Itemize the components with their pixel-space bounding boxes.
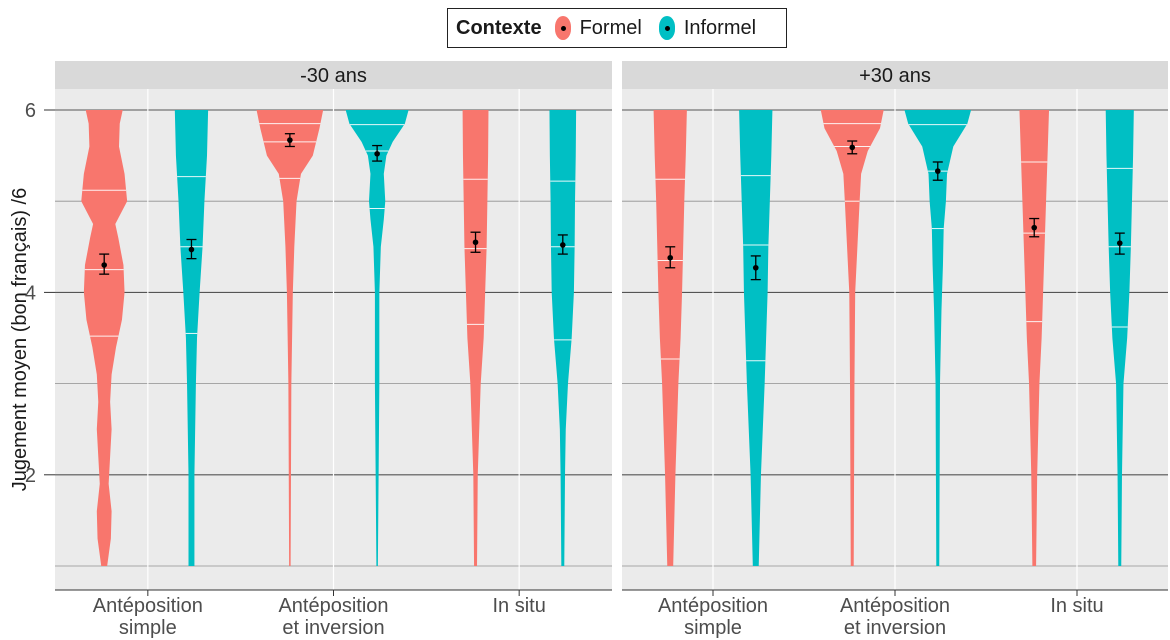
y-tick-label: 6 [25, 100, 36, 122]
violin-formel [256, 110, 324, 566]
x-tick-label: In situ [1050, 595, 1103, 617]
legend-dot-icon [664, 26, 670, 31]
mean-point [849, 144, 856, 151]
panel-title: -30 ans [300, 65, 367, 87]
mean-point [559, 242, 566, 248]
x-tick-label: simple [119, 617, 177, 639]
violin-informel [345, 110, 409, 566]
violin-formel [1019, 110, 1050, 566]
y-tick-label: 2 [25, 465, 36, 487]
violin-informel [1105, 110, 1134, 566]
violin-formel [653, 110, 687, 566]
mean-point [287, 137, 293, 143]
y-tick-label: 4 [25, 282, 36, 304]
legend-key-formel [552, 14, 574, 42]
x-tick-label: Antéposition [658, 595, 768, 617]
x-tick-label: Antéposition [93, 595, 203, 617]
violin-formel [462, 110, 489, 566]
violin-informel [739, 110, 773, 566]
x-tick-label: simple [684, 617, 742, 639]
mean-point [934, 168, 941, 174]
violin-informel [904, 110, 972, 566]
legend-key-informel [656, 14, 678, 42]
mean-point [472, 239, 479, 246]
violin-formel [820, 110, 884, 566]
violin-formel [81, 110, 128, 566]
x-tick-label: et inversion [844, 617, 946, 639]
violin-informel [174, 110, 209, 566]
mean-point [188, 246, 195, 253]
mean-point [1031, 224, 1038, 231]
panel-strip [55, 61, 612, 89]
x-tick-label: et inversion [282, 617, 384, 639]
mean-point [667, 254, 674, 261]
legend-title: Contexte [456, 16, 542, 39]
legend-dot-icon [560, 26, 566, 31]
panel-strip [622, 61, 1168, 89]
mean-point [101, 262, 108, 268]
panel-title: +30 ans [859, 65, 931, 87]
x-tick-label: Antéposition [840, 595, 950, 617]
y-axis-label: Jugement moyen (bon français) /6 [9, 188, 31, 492]
legend: Contexte Formel Informel [447, 8, 787, 48]
violin-informel [549, 110, 577, 566]
mean-point [752, 264, 759, 271]
x-tick-label: In situ [492, 595, 545, 617]
legend-label-formel: Formel [579, 16, 642, 39]
legend-label-informel: Informel [683, 16, 757, 39]
mean-point [374, 150, 380, 157]
x-tick-label: Antéposition [278, 595, 388, 617]
mean-point [1116, 240, 1123, 246]
